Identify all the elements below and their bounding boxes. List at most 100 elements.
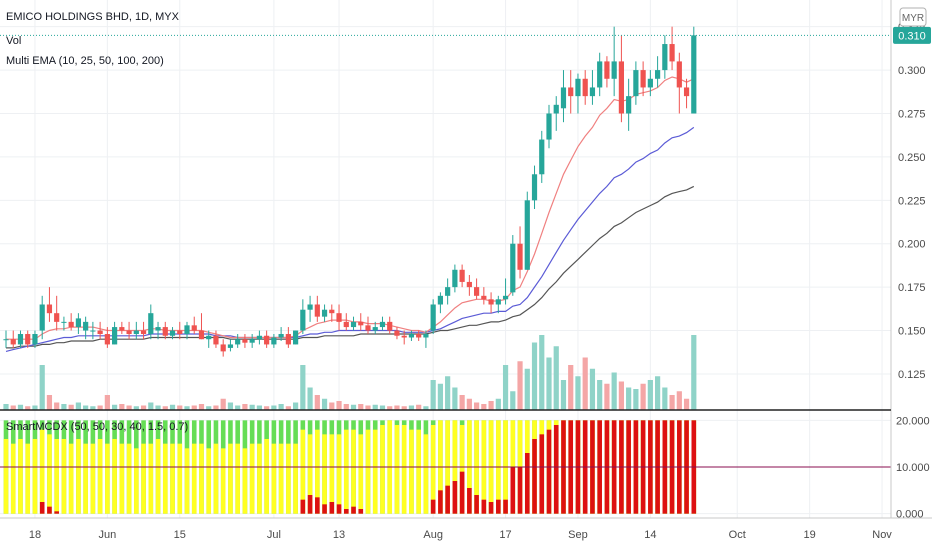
ema-legend[interactable]: Multi EMA (10, 25, 50, 100, 200) (6, 55, 164, 67)
candle[interactable] (683, 78, 690, 109)
candle[interactable] (25, 330, 31, 348)
candle[interactable] (662, 35, 668, 79)
candle[interactable] (350, 316, 357, 331)
candle[interactable] (17, 330, 24, 348)
candle[interactable] (242, 334, 248, 348)
candle[interactable] (104, 327, 110, 348)
candle[interactable] (198, 313, 205, 340)
candle[interactable] (575, 73, 581, 114)
candle[interactable] (655, 56, 661, 88)
candle[interactable] (582, 70, 588, 105)
candle[interactable] (307, 295, 313, 322)
candle[interactable] (437, 292, 443, 314)
candle[interactable] (10, 330, 16, 348)
candle[interactable] (633, 61, 639, 105)
candle[interactable] (408, 330, 415, 341)
currency-button[interactable] (899, 7, 927, 27)
candle[interactable] (336, 304, 342, 331)
candle[interactable] (430, 299, 436, 335)
candle[interactable] (553, 96, 559, 131)
candle[interactable] (191, 316, 197, 335)
candle[interactable] (206, 330, 212, 348)
vol-legend[interactable]: Vol (6, 35, 21, 47)
candle[interactable] (546, 104, 552, 149)
candle[interactable] (423, 330, 429, 348)
candle[interactable] (416, 330, 422, 341)
candlestick-series[interactable] (3, 26, 697, 357)
candle[interactable] (314, 295, 320, 322)
candle[interactable] (459, 264, 465, 288)
time-axis[interactable]: 18 Jun 15 Jul 13 Aug 17 Sep 14 Oct 19 Nov (29, 529, 892, 541)
candle[interactable] (343, 313, 349, 331)
candle[interactable] (502, 278, 509, 305)
candle[interactable] (61, 316, 67, 331)
candle[interactable] (155, 321, 161, 340)
candle[interactable] (162, 321, 168, 340)
candle[interactable] (32, 330, 38, 348)
candle[interactable] (46, 287, 53, 322)
candle[interactable] (148, 304, 154, 340)
candle[interactable] (83, 316, 89, 340)
candle[interactable] (495, 295, 501, 314)
currency-button-label[interactable]: MYR (902, 13, 924, 24)
candle[interactable] (177, 321, 183, 340)
candle[interactable] (271, 334, 277, 348)
candle[interactable] (669, 26, 675, 71)
candle[interactable] (256, 330, 262, 345)
candle[interactable] (264, 330, 270, 348)
candle[interactable] (75, 313, 81, 335)
candle[interactable] (474, 278, 480, 300)
candle[interactable] (379, 316, 386, 331)
candle[interactable] (365, 316, 371, 335)
candle[interactable] (97, 321, 103, 340)
candle[interactable] (618, 35, 624, 123)
candle[interactable] (213, 330, 219, 348)
candle[interactable] (604, 56, 610, 88)
candle[interactable] (481, 287, 487, 305)
candle[interactable] (358, 313, 364, 331)
candle[interactable] (589, 70, 596, 105)
candle[interactable] (140, 321, 147, 340)
candle[interactable] (611, 26, 617, 97)
candle[interactable] (133, 321, 139, 340)
candle[interactable] (90, 321, 96, 340)
candle[interactable] (539, 130, 545, 183)
candle[interactable] (3, 330, 9, 348)
candle[interactable] (372, 321, 378, 335)
candle[interactable] (691, 26, 697, 114)
candle[interactable] (445, 278, 451, 305)
mcdx-legend[interactable]: SmartMCDX (50, 50, 30, 40, 1.5, 0.7) (6, 421, 188, 433)
candle[interactable] (184, 321, 190, 340)
candle[interactable] (531, 165, 538, 209)
price-axis[interactable]: 0.125 0.150 0.175 0.200 0.225 0.250 0.275 0.300… (898, 22, 926, 381)
candle[interactable] (293, 330, 299, 345)
candle[interactable] (387, 316, 393, 335)
candle[interactable] (227, 339, 234, 352)
candle[interactable] (517, 226, 523, 279)
candle[interactable] (39, 295, 45, 340)
candle[interactable] (510, 235, 516, 296)
candle[interactable] (169, 327, 176, 340)
candle[interactable] (54, 295, 60, 331)
candle[interactable] (647, 70, 653, 97)
candle[interactable] (676, 52, 682, 114)
candle[interactable] (488, 292, 494, 314)
candle[interactable] (321, 304, 328, 322)
candle[interactable] (220, 339, 226, 357)
candle[interactable] (112, 321, 118, 345)
candle[interactable] (560, 70, 567, 123)
candle[interactable] (285, 327, 291, 348)
candle[interactable] (394, 327, 400, 340)
candle[interactable] (626, 78, 632, 131)
candle[interactable] (568, 70, 574, 114)
candle[interactable] (329, 304, 335, 322)
candle[interactable] (278, 327, 284, 341)
candle[interactable] (119, 321, 125, 335)
candle[interactable] (401, 330, 407, 345)
candle[interactable] (68, 313, 74, 331)
candle[interactable] (452, 264, 458, 293)
candle[interactable] (235, 334, 241, 348)
candle[interactable] (126, 321, 132, 340)
candle[interactable] (597, 52, 603, 97)
candle[interactable] (300, 299, 306, 335)
